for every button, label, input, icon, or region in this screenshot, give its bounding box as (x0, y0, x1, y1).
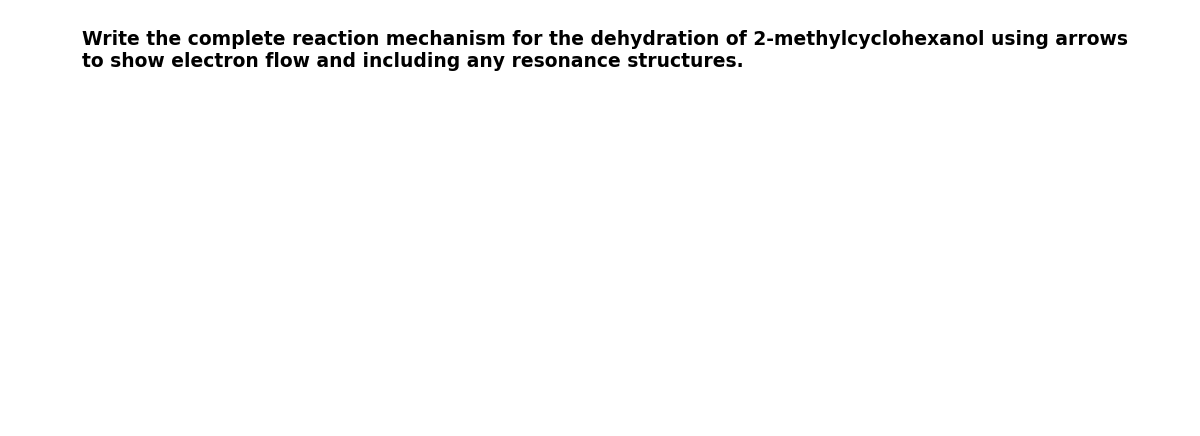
Text: Write the complete reaction mechanism for the dehydration of 2-methylcyclohexano: Write the complete reaction mechanism fo… (82, 30, 1128, 49)
Text: to show electron flow and including any resonance structures.: to show electron flow and including any … (82, 52, 744, 71)
